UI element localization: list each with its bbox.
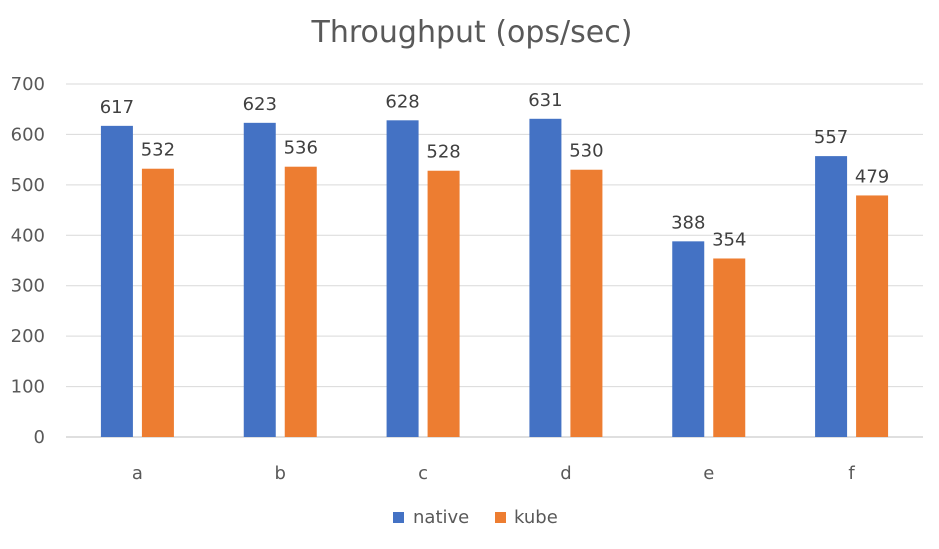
legend-swatch-kube (495, 512, 506, 523)
y-tick-label: 100 (11, 377, 45, 398)
x-tick-label-e: e (703, 463, 714, 484)
data-label-native-c: 628 (385, 91, 419, 112)
legend-label-kube: kube (514, 507, 558, 528)
y-tick-label: 500 (11, 175, 45, 196)
data-label-kube-e: 354 (712, 229, 746, 250)
bar-native-b (243, 122, 276, 437)
bar-native-d (529, 118, 562, 437)
bar-native-f (815, 156, 848, 437)
y-tick-label: 200 (11, 326, 45, 347)
bar-kube-b (284, 166, 317, 437)
bar-native-e (672, 241, 705, 437)
x-axis-ticks: a b c d e f (132, 463, 856, 484)
data-label-kube-d: 530 (569, 141, 603, 162)
x-tick-label-f: f (848, 463, 855, 484)
y-tick-label: 400 (11, 225, 45, 246)
y-tick-label: 300 (11, 276, 45, 297)
data-label-native-e: 388 (671, 212, 705, 233)
y-tick-label: 700 (11, 74, 45, 95)
x-tick-label-c: c (418, 463, 428, 484)
bars (100, 118, 889, 438)
y-tick-label: 600 (11, 124, 45, 145)
data-label-native-f: 557 (814, 127, 848, 148)
gridlines (66, 83, 923, 438)
y-tick-label: 0 (34, 427, 45, 448)
data-label-native-a: 617 (100, 97, 134, 118)
bar-kube-d (570, 169, 603, 437)
data-label-kube-a: 532 (141, 140, 175, 161)
x-tick-label-a: a (132, 463, 143, 484)
bar-native-a (100, 125, 133, 437)
legend-label-native: native (413, 507, 469, 528)
data-label-kube-b: 536 (284, 138, 318, 159)
bar-kube-c (427, 170, 460, 438)
data-label-native-d: 631 (528, 90, 562, 111)
bar-native-c (386, 120, 419, 438)
data-label-kube-c: 528 (426, 142, 460, 163)
data-labels: 617 532 623 536 628 528 631 530 388 354 557 479 (100, 90, 890, 251)
y-axis-ticks: 0 100 200 300 400 500 600 700 (11, 74, 45, 448)
x-tick-label-d: d (560, 463, 571, 484)
x-tick-label-b: b (275, 463, 286, 484)
bar-kube-e (713, 258, 746, 437)
bar-kube-f (856, 195, 889, 437)
chart-title: Throughput (ops/sec) (311, 15, 633, 50)
legend: native kube (393, 507, 558, 528)
legend-swatch-native (393, 512, 404, 523)
data-label-native-b: 623 (243, 94, 277, 115)
bar-kube-a (141, 168, 174, 437)
data-label-kube-f: 479 (855, 166, 889, 187)
